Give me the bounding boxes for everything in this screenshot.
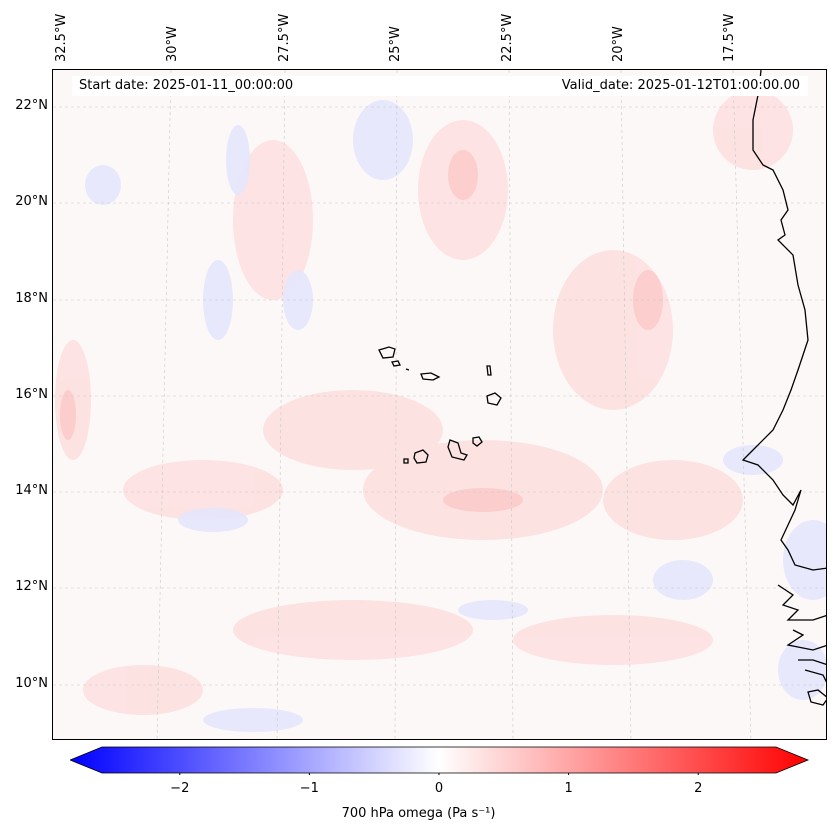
lon-label-20w: 20°W <box>611 26 626 62</box>
colorbar-tick-label-3: 1 <box>564 781 573 796</box>
island-santiago <box>447 439 468 461</box>
date-info-bar <box>72 76 808 96</box>
map-panel[interactable] <box>52 69 827 740</box>
lon-label-27-5w: 27.5°W <box>277 13 292 62</box>
lon-label-25w: 25°W <box>388 26 403 62</box>
colorbar-ticks <box>179 773 699 775</box>
omega-negative-regions <box>85 100 826 732</box>
colorbar-gradient <box>70 746 810 774</box>
colorbar-tick-label-4: 2 <box>694 781 703 796</box>
omega-positive-regions <box>55 90 793 715</box>
island-sao-vicente <box>391 360 401 367</box>
colorbar-title: 700 hPa omega (Pa s⁻¹) <box>341 806 496 821</box>
lat-label-18n: 18°N <box>15 291 48 306</box>
lat-label-10n: 10°N <box>15 676 48 691</box>
omega-field <box>53 70 826 739</box>
island-sal <box>486 365 492 376</box>
lat-label-22n: 22°N <box>15 98 48 113</box>
lat-label-20n: 20°N <box>15 194 48 209</box>
lat-label-12n: 12°N <box>15 579 48 594</box>
island-maio <box>472 436 483 447</box>
island-sao-nicolau <box>420 372 441 381</box>
island-fogo <box>413 449 429 464</box>
island-brava <box>403 458 409 464</box>
lon-label-30w: 30°W <box>165 26 180 62</box>
start-date-label: Start date: 2025-01-11_00:00:00 <box>79 78 294 93</box>
valid-date-label: Valid_date: 2025-01-12T01:00:00.00 <box>561 78 800 93</box>
colorbar-tick-label-0: −2 <box>170 781 190 796</box>
colorbar-tick-label-1: −1 <box>299 781 319 796</box>
cape-verde-islands <box>378 346 502 464</box>
africa-coastline <box>741 70 826 706</box>
lon-label-17-5w: 17.5°W <box>722 13 737 62</box>
lon-label-22-5w: 22.5°W <box>500 13 515 62</box>
omega-stronger-positive <box>60 150 663 512</box>
island-boa-vista <box>486 392 502 406</box>
island-santo-antao <box>378 346 396 359</box>
lat-label-16n: 16°N <box>15 387 48 402</box>
island-santa-luzia <box>405 368 410 371</box>
colorbar <box>70 746 810 775</box>
colorbar-tick-label-2: 0 <box>434 781 444 796</box>
graticule <box>53 70 826 739</box>
lat-label-14n: 14°N <box>15 483 48 498</box>
lon-label-32-5w: 32.5°W <box>54 13 69 62</box>
